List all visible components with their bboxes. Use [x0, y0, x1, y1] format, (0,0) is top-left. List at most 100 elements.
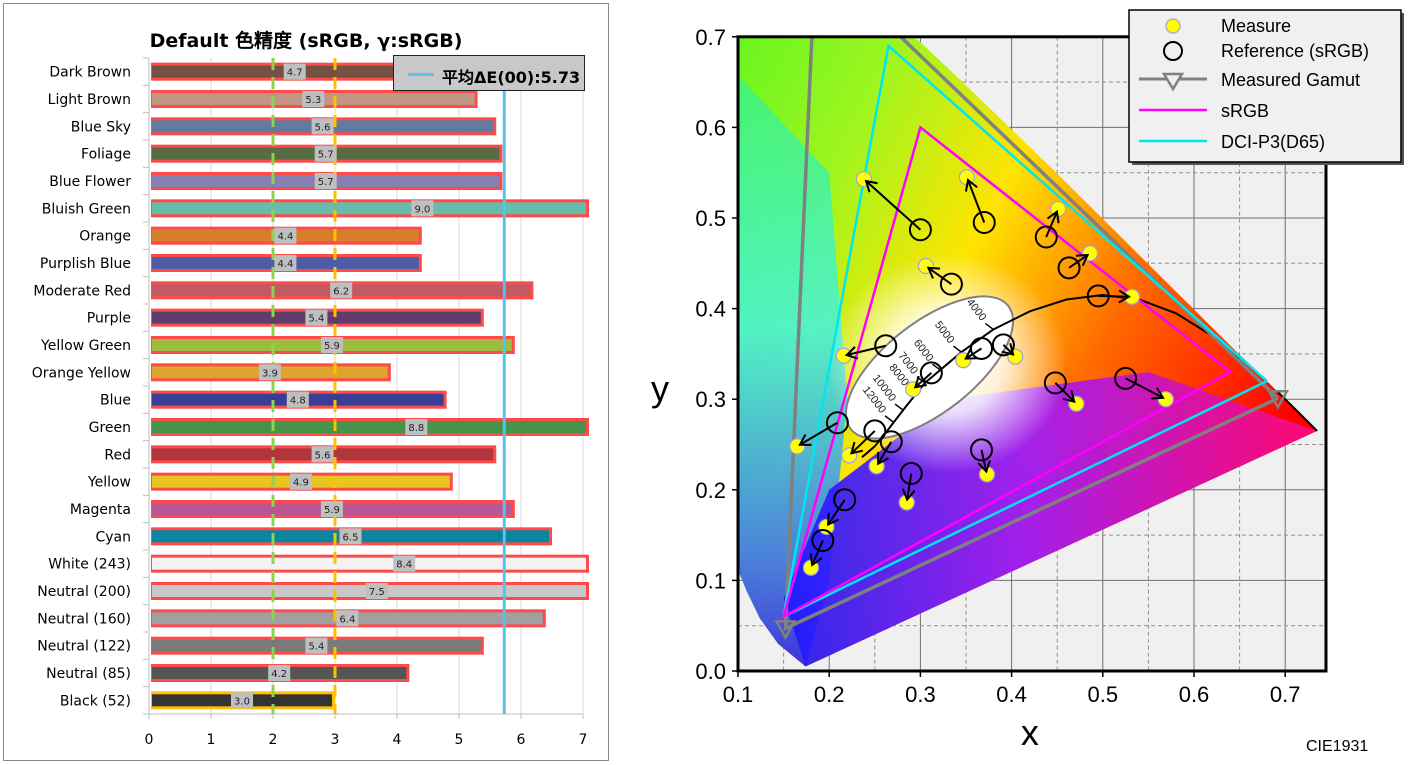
bar-value-label: 4.2 [271, 669, 287, 680]
measured-gamut-vertex-marker [1266, 390, 1290, 410]
bar-category-label: Light Brown [48, 92, 131, 108]
reference-point [991, 333, 1015, 357]
shift-arrow [827, 499, 846, 526]
bar-value-label-bg [339, 528, 362, 545]
bar-value-label-bg [274, 255, 297, 271]
cct-tick [984, 322, 994, 331]
y-tick-label: 0.4 [695, 297, 726, 322]
shift-arrow-head [964, 347, 978, 360]
bar-category-label: Neutral (85) [46, 666, 131, 682]
x-tick-label: 0.1 [723, 682, 754, 707]
measured-gamut-triangle [783, 36, 1280, 632]
shift-arrow-head [964, 178, 978, 192]
y-tick-label: 0.3 [695, 387, 726, 412]
bar-value-label-bg [286, 391, 309, 408]
shift-arrow [1125, 377, 1164, 399]
shift-arrow-head [798, 434, 812, 446]
bar-x-tick-label: 1 [207, 732, 216, 748]
shift-arrow-head [1151, 387, 1165, 400]
bar-chart-svg: Dark Brown Light Brown Blue Sky Foliage Blue… [32, 57, 589, 748]
shift-arrow-head [850, 441, 864, 455]
reference-point [833, 488, 857, 512]
shift-arrow-head [1075, 253, 1090, 267]
bar-value-label-bg [311, 446, 334, 463]
shift-arrow [906, 473, 913, 500]
reference-point [879, 430, 903, 454]
bar-value-label-bg [320, 501, 343, 517]
bar-value-label: 5.4 [308, 642, 324, 653]
bar-value-label: 8.8 [408, 423, 424, 434]
x-tick-label: 0.4 [996, 682, 1027, 707]
bar-value-label-bg [405, 419, 428, 435]
bar-value-label-bg [283, 63, 306, 80]
bar-value-label: 3.9 [262, 368, 278, 379]
bar-value-label: 7.5 [369, 587, 385, 598]
bar-category-label: White (243) [48, 557, 131, 573]
planckian-locus [861, 294, 1241, 458]
bar-value-label-bg [314, 145, 337, 162]
shift-arrow [811, 540, 824, 566]
dci-p3-triangle [781, 43, 1268, 619]
cct-tick [884, 415, 894, 423]
bar-category-label: Green [89, 420, 131, 436]
shift-arrow [850, 430, 876, 455]
x-tick-label: 0.7 [1270, 682, 1301, 707]
legend-label: DCI-P3(D65) [1221, 132, 1325, 152]
bar-x-tick-label: 5 [455, 732, 464, 748]
measure-point [898, 494, 915, 511]
legend-measure-icon [1165, 18, 1181, 34]
x-tick-label: 0.5 [1088, 682, 1119, 707]
bar-value-label: 5.7 [318, 150, 334, 161]
x-tick-label: 0.3 [905, 682, 936, 707]
bar-value-label-bg [305, 309, 328, 326]
bar-value-label: 5.7 [318, 177, 334, 188]
bar-x-tick-label: 6 [517, 732, 526, 748]
shift-arrow [927, 266, 952, 285]
y-tick-label: 0.1 [695, 568, 726, 593]
reference-point [972, 211, 996, 235]
bar [152, 421, 586, 433]
shift-arrow-head [877, 452, 889, 466]
bar-category-label: Orange [79, 229, 131, 245]
shift-arrow-head [1046, 209, 1060, 224]
bar-category-label: Magenta [70, 502, 131, 518]
reference-point [1034, 225, 1058, 249]
y-tick-label: 0.6 [695, 115, 726, 140]
bar-x-tick-label: 3 [331, 732, 340, 748]
bar-value-label-bg [320, 337, 343, 353]
shift-arrow [846, 344, 886, 356]
bar-value-label-bg [314, 173, 337, 189]
reference-point [874, 334, 898, 358]
locus-red-edge [1277, 391, 1318, 432]
bar-value-label: 4.8 [290, 396, 306, 407]
bar-category-label: Purplish Blue [40, 256, 131, 272]
bar-category-label: Foliage [81, 147, 131, 163]
shift-arrow [1068, 254, 1089, 269]
y-tick-label: 0.0 [695, 659, 726, 684]
bar-x-tick-label: 7 [579, 732, 588, 748]
bar-value-label: 5.9 [324, 505, 340, 516]
reference-point [1043, 371, 1067, 395]
average-line-swatch [408, 73, 434, 76]
shift-arrow [914, 372, 933, 388]
bar-category-label: Orange Yellow [32, 365, 131, 381]
shift-arrow-head [864, 179, 878, 193]
reference-point [919, 361, 943, 385]
measure-point [917, 257, 934, 275]
bar-value-label: 6.5 [343, 532, 359, 543]
bar-category-label: Neutral (200) [37, 584, 131, 600]
x-tick-label: 0.2 [814, 682, 845, 707]
bar-value-label-bg [258, 364, 281, 381]
bar-value-label-bg [302, 91, 325, 107]
reference-point [1057, 256, 1081, 280]
bar-category-label: Purple [87, 311, 131, 327]
shift-arrow-head [1118, 289, 1131, 304]
bar-category-label: Yellow Green [40, 338, 131, 354]
bar-value-label: 5.6 [315, 122, 331, 133]
bar-category-label: Red [104, 447, 131, 463]
srgb-triangle [781, 125, 1232, 620]
bar [152, 202, 586, 215]
bar-value-label-bg [365, 583, 388, 599]
cct-ellipse [844, 295, 1015, 440]
bar-value-label: 5.9 [324, 341, 340, 352]
